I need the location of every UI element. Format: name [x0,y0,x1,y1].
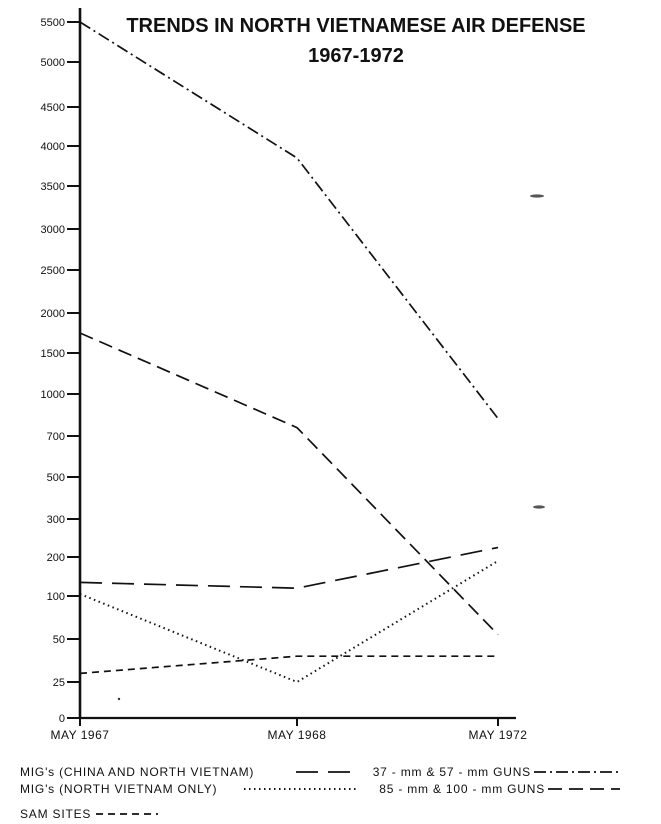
x-tick-label: MAY 1972 [469,728,528,742]
speck [530,194,544,198]
legend-label: MIG's (NORTH VIETNAM ONLY) [20,782,217,796]
y-tick-label: 3500 [41,181,65,193]
y-tick-label: 25 [53,677,65,689]
chart-title: TRENDS IN NORTH VIETNAMESE AIR DEFENSE [126,15,585,37]
y-tick-label: 200 [47,552,65,564]
series-lines [79,21,499,683]
series-line-1 [79,560,499,683]
legend-label: 85 - mm & 100 - mm GUNS [379,782,545,796]
legend-label: SAM SITES [20,807,91,821]
speck [117,697,121,701]
y-tick-label: 2000 [41,308,65,320]
legend: MIG's (CHINA AND NORTH VIETNAM) 37 - mm &… [20,765,620,821]
series-line-0 [79,546,499,590]
series-line-2 [79,655,498,675]
legend-label: MIG's (CHINA AND NORTH VIETNAM) [20,765,254,779]
legend-label: 37 - mm & 57 - mm GUNS [373,765,531,779]
y-tick-label: 1000 [41,389,65,401]
speck [533,505,545,509]
chart-subtitle: 1967-1972 [308,45,404,67]
axes [78,8,516,720]
y-tick-label: 4500 [41,102,65,114]
y-ticks: 0 25 50 100 200 300 500 700 1000 1500 2000 2500 3000… [41,17,80,725]
y-tick-label: 5500 [41,17,65,29]
x-ticks: MAY 1967 MAY 1968 MAY 1972 [51,718,528,742]
scan-specks [117,194,545,701]
series-line-4 [79,332,499,636]
x-tick-label: MAY 1968 [268,728,327,742]
y-tick-label: 500 [47,472,65,484]
y-tick-label: 0 [59,713,65,725]
x-tick-label: MAY 1967 [51,728,110,742]
y-tick-label: 2500 [41,265,65,277]
y-tick-label: 3000 [41,224,65,236]
y-tick-label: 300 [47,514,65,526]
y-tick-label: 5000 [41,57,65,69]
series-line-3 [79,21,499,420]
y-tick-label: 700 [47,431,65,443]
y-tick-label: 100 [47,591,65,603]
y-tick-label: 50 [53,634,65,646]
y-tick-label: 4000 [41,141,65,153]
y-tick-label: 1500 [41,348,65,360]
